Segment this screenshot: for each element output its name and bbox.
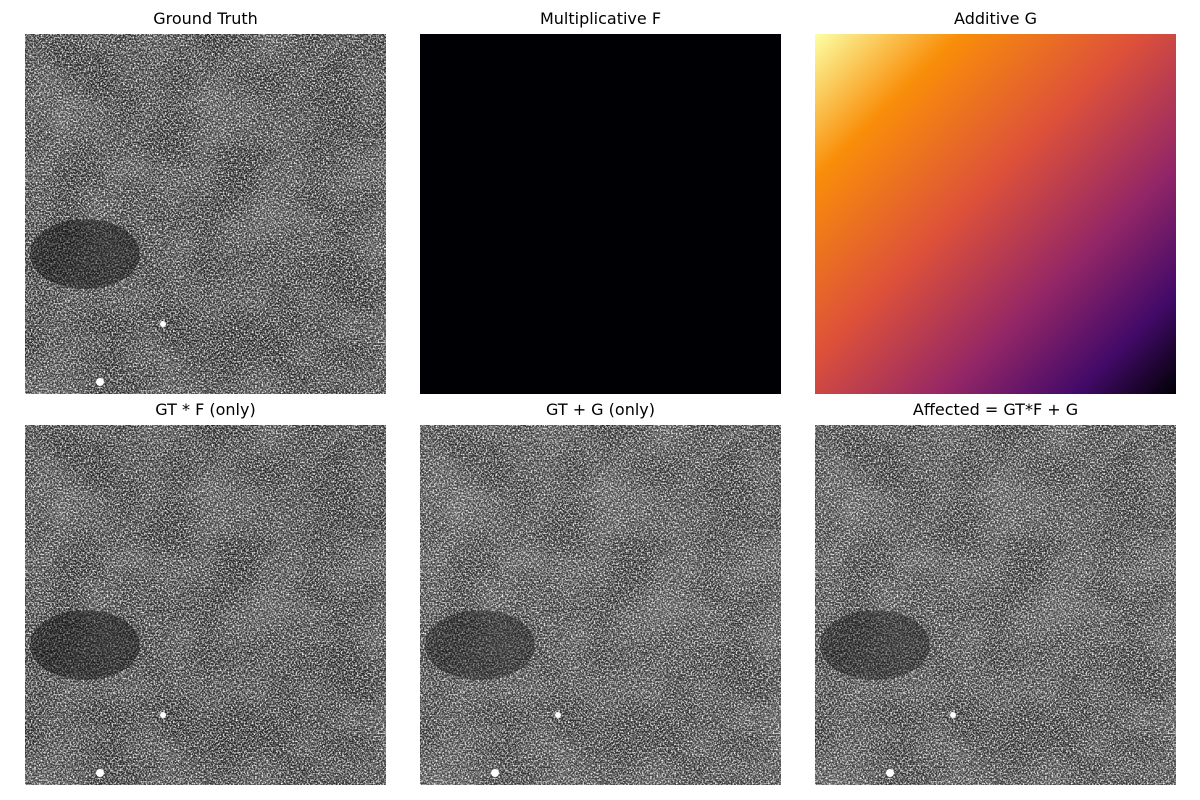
- starfield-image: [25, 425, 386, 785]
- panel-additive-g: Additive G: [815, 0, 1176, 390]
- multiplicative-field-image: [420, 34, 781, 394]
- starfield-image: [420, 425, 781, 785]
- panel-affected: Affected = GT*F + G: [815, 391, 1176, 781]
- panel-title: Additive G: [815, 9, 1176, 29]
- starfield-image: [25, 34, 386, 394]
- starfield-image: [815, 425, 1176, 785]
- panel-title: GT + G (only): [420, 400, 781, 420]
- panel-title: GT * F (only): [25, 400, 386, 420]
- panel-ground-truth: Ground Truth: [25, 0, 386, 390]
- additive-gradient-image: [815, 34, 1176, 394]
- panel-title: Multiplicative F: [420, 9, 781, 29]
- panel-gt-times-f: GT * F (only): [25, 391, 386, 781]
- panel-multiplicative-f: Multiplicative F: [420, 0, 781, 390]
- panel-title: Ground Truth: [25, 9, 386, 29]
- panel-gt-plus-g: GT + G (only): [420, 391, 781, 781]
- panel-title: Affected = GT*F + G: [815, 400, 1176, 420]
